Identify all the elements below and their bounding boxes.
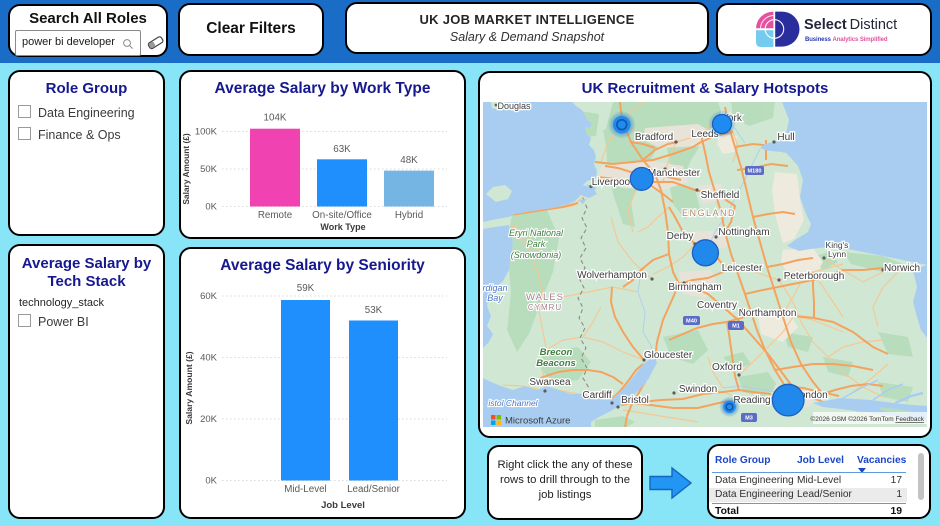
svg-text:M40: M40 bbox=[686, 319, 697, 325]
svg-text:53K: 53K bbox=[365, 305, 383, 316]
svg-text:0K: 0K bbox=[205, 202, 217, 213]
svg-text:Hull: Hull bbox=[777, 132, 794, 143]
svg-text:istol Channel: istol Channel bbox=[488, 398, 538, 408]
svg-text:Remote: Remote bbox=[258, 210, 293, 221]
svg-text:Salary Amount (£): Salary Amount (£) bbox=[181, 133, 191, 205]
svg-text:Peterborough: Peterborough bbox=[784, 271, 845, 282]
svg-text:Salary Amount (£): Salary Amount (£) bbox=[184, 351, 194, 424]
svg-text:Oxford: Oxford bbox=[712, 362, 742, 373]
svg-text:Manchester: Manchester bbox=[648, 168, 701, 179]
svg-text:Bradford: Bradford bbox=[635, 132, 673, 143]
svg-text:Douglas: Douglas bbox=[497, 102, 531, 111]
svg-text:(Snowdonia): (Snowdonia) bbox=[511, 250, 562, 260]
svg-text:Swindon: Swindon bbox=[679, 384, 717, 395]
svg-text:Microsoft Azure: Microsoft Azure bbox=[505, 416, 570, 427]
svg-text:Leicester: Leicester bbox=[722, 263, 763, 274]
svg-text:40K: 40K bbox=[200, 353, 218, 364]
svg-text:CYMRU: CYMRU bbox=[528, 303, 562, 312]
svg-text:Lynn: Lynn bbox=[828, 249, 846, 259]
svg-text:Brecon: Brecon bbox=[540, 347, 573, 358]
svg-text:Norwich: Norwich bbox=[884, 263, 920, 274]
svg-text:©2026 OSM ©2026 TomTom Feedb: ©2026 OSM ©2026 TomTom Feedback bbox=[810, 415, 924, 423]
svg-text:100K: 100K bbox=[195, 127, 218, 138]
svg-text:Wolverhampton: Wolverhampton bbox=[577, 270, 647, 281]
svg-text:rdigan: rdigan bbox=[483, 283, 508, 293]
svg-text:Nottingham: Nottingham bbox=[718, 227, 769, 238]
svg-text:King's: King's bbox=[826, 240, 849, 250]
svg-text:On-site/Office: On-site/Office bbox=[312, 210, 372, 221]
svg-text:50K: 50K bbox=[200, 164, 218, 175]
svg-text:Birmingham: Birmingham bbox=[668, 282, 721, 293]
svg-text:M1: M1 bbox=[732, 324, 740, 330]
svg-text:Hybrid: Hybrid bbox=[395, 210, 423, 221]
svg-text:Swansea: Swansea bbox=[529, 377, 571, 388]
svg-text:Northampton: Northampton bbox=[739, 308, 797, 319]
svg-text:ENGLAND: ENGLAND bbox=[682, 208, 736, 218]
svg-text:Park: Park bbox=[527, 239, 546, 249]
svg-text:Bay: Bay bbox=[487, 293, 503, 303]
svg-text:48K: 48K bbox=[400, 155, 418, 166]
svg-text:59K: 59K bbox=[297, 283, 315, 294]
svg-text:104K: 104K bbox=[264, 113, 287, 124]
svg-text:M180: M180 bbox=[748, 169, 762, 175]
svg-text:Bristol: Bristol bbox=[621, 395, 649, 406]
svg-text:0K: 0K bbox=[205, 476, 217, 487]
svg-text:WALES: WALES bbox=[526, 292, 564, 303]
svg-text:Liverpool: Liverpool bbox=[592, 177, 633, 188]
svg-text:Beacons: Beacons bbox=[536, 358, 576, 369]
svg-text:20K: 20K bbox=[200, 414, 218, 425]
svg-text:Job Level: Job Level bbox=[321, 500, 365, 511]
svg-text:Lead/Senior: Lead/Senior bbox=[347, 484, 401, 495]
svg-text:Sheffield: Sheffield bbox=[701, 190, 740, 201]
svg-text:Derby: Derby bbox=[667, 231, 694, 242]
svg-text:Cardiff: Cardiff bbox=[582, 390, 611, 401]
svg-text:Work Type: Work Type bbox=[320, 222, 365, 232]
svg-text:Reading: Reading bbox=[733, 395, 770, 406]
svg-text:Coventry: Coventry bbox=[697, 300, 737, 311]
svg-text:Mid-Level: Mid-Level bbox=[284, 484, 326, 495]
svg-text:60K: 60K bbox=[200, 291, 218, 302]
svg-text:M3: M3 bbox=[745, 416, 753, 422]
svg-text:Eryri National: Eryri National bbox=[509, 228, 564, 238]
svg-text:63K: 63K bbox=[333, 144, 351, 155]
svg-text:Gloucester: Gloucester bbox=[644, 350, 693, 361]
